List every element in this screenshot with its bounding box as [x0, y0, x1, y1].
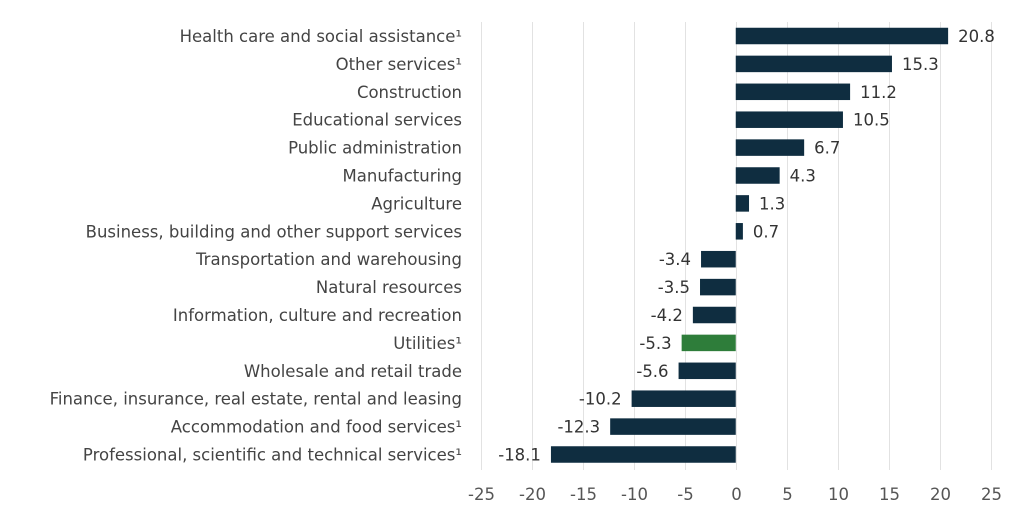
bar [735, 139, 805, 156]
bar [681, 334, 736, 352]
x-tick-label: 5 [782, 485, 793, 504]
data-label: 0.7 [753, 222, 779, 241]
category-label: Business, building and other support ser… [86, 222, 462, 241]
bar [631, 390, 736, 407]
data-label: -12.3 [557, 418, 600, 437]
data-label: -18.1 [498, 446, 541, 465]
x-tick-label: 10 [828, 485, 849, 504]
data-label: -10.2 [579, 390, 622, 409]
bar [735, 167, 780, 184]
category-label: Transportation and warehousing [195, 250, 462, 269]
data-label: 11.2 [860, 83, 897, 102]
category-label: Construction [357, 83, 462, 102]
bar [701, 250, 736, 268]
x-tick-label: -10 [621, 485, 648, 504]
bar [550, 446, 736, 463]
data-label: -3.4 [659, 250, 691, 269]
data-label: 4.3 [790, 167, 816, 186]
category-label: Finance, insurance, real estate, rental … [50, 390, 462, 409]
data-label: 20.8 [958, 27, 995, 46]
category-label: Public administration [288, 139, 462, 158]
category-label: Natural resources [316, 278, 462, 297]
bar [735, 111, 843, 128]
data-label: 10.5 [853, 111, 890, 130]
category-label: Educational services [292, 111, 462, 130]
category-labels: Health care and social assistance¹ Other … [50, 27, 462, 465]
x-tick-label: 15 [879, 485, 900, 504]
data-label: -3.5 [658, 278, 690, 297]
bar [735, 195, 750, 212]
category-label: Accommodation and food services¹ [171, 418, 462, 437]
x-tick-label: -20 [519, 485, 546, 504]
bar [735, 223, 743, 240]
bar [692, 306, 736, 324]
category-label: Wholesale and retail trade [244, 362, 462, 381]
x-tick-label: -25 [468, 485, 495, 504]
bar [700, 278, 736, 296]
category-label: Other services¹ [336, 55, 462, 74]
data-label: 6.7 [814, 139, 840, 158]
bar [735, 27, 949, 45]
x-tick-label: -5 [677, 485, 693, 504]
category-label: Professional, scientific and technical s… [83, 446, 462, 465]
bar [735, 55, 892, 73]
x-tick-label: 0 [731, 485, 742, 504]
value-labels: 20.8 15.3 11.2 10.5 6.7 4.3 1.3 0.7 -3.4 -3.5 -4.2… [498, 27, 995, 465]
category-label: Agriculture [371, 194, 462, 213]
data-label: -5.6 [636, 362, 668, 381]
data-label: -4.2 [651, 306, 683, 325]
data-label: 15.3 [902, 55, 939, 74]
bar [678, 362, 736, 380]
bar [735, 83, 851, 101]
data-label: -5.3 [639, 334, 671, 353]
x-tick-label: 25 [981, 485, 1002, 504]
bar [610, 418, 736, 435]
x-tick-label: 20 [930, 485, 951, 504]
category-label: Manufacturing [343, 167, 462, 186]
x-tick-label: -15 [570, 485, 597, 504]
category-label: Information, culture and recreation [173, 306, 462, 325]
data-label: 1.3 [759, 194, 785, 213]
bars [550, 27, 949, 463]
category-label: Utilities¹ [393, 334, 462, 353]
x-axis-ticks: -25 -20 -15 -10 -5 0 5 10 15 20 25 [468, 485, 1002, 504]
category-label: Health care and social assistance¹ [180, 27, 462, 46]
